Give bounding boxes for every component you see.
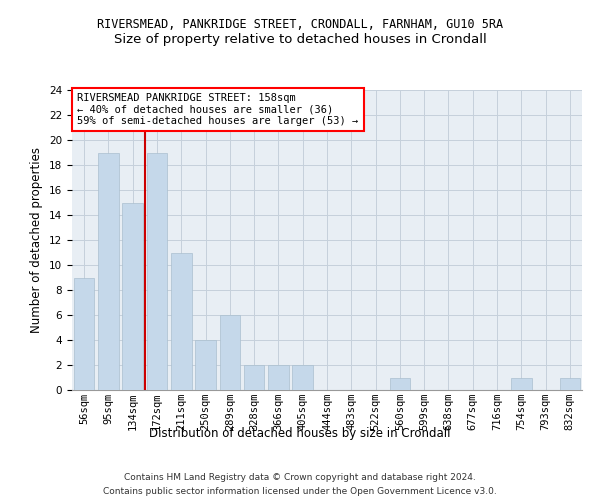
Bar [292, 365, 313, 390]
Text: Contains HM Land Registry data © Crown copyright and database right 2024.: Contains HM Land Registry data © Crown c… [124, 472, 476, 482]
Bar [195, 340, 216, 390]
Text: RIVERSMEAD PANKRIDGE STREET: 158sqm
← 40% of detached houses are smaller (36)
59: RIVERSMEAD PANKRIDGE STREET: 158sqm ← 40… [77, 93, 358, 126]
Bar [244, 365, 265, 390]
Bar [146, 152, 167, 390]
Text: RIVERSMEAD, PANKRIDGE STREET, CRONDALL, FARNHAM, GU10 5RA: RIVERSMEAD, PANKRIDGE STREET, CRONDALL, … [97, 18, 503, 30]
Bar [220, 315, 240, 390]
Text: Contains public sector information licensed under the Open Government Licence v3: Contains public sector information licen… [103, 488, 497, 496]
Bar [560, 378, 580, 390]
Bar [268, 365, 289, 390]
Bar [74, 278, 94, 390]
Bar [122, 202, 143, 390]
Text: Distribution of detached houses by size in Crondall: Distribution of detached houses by size … [149, 428, 451, 440]
Bar [98, 152, 119, 390]
Text: Size of property relative to detached houses in Crondall: Size of property relative to detached ho… [113, 32, 487, 46]
Bar [171, 252, 191, 390]
Y-axis label: Number of detached properties: Number of detached properties [31, 147, 43, 333]
Bar [389, 378, 410, 390]
Bar [511, 378, 532, 390]
